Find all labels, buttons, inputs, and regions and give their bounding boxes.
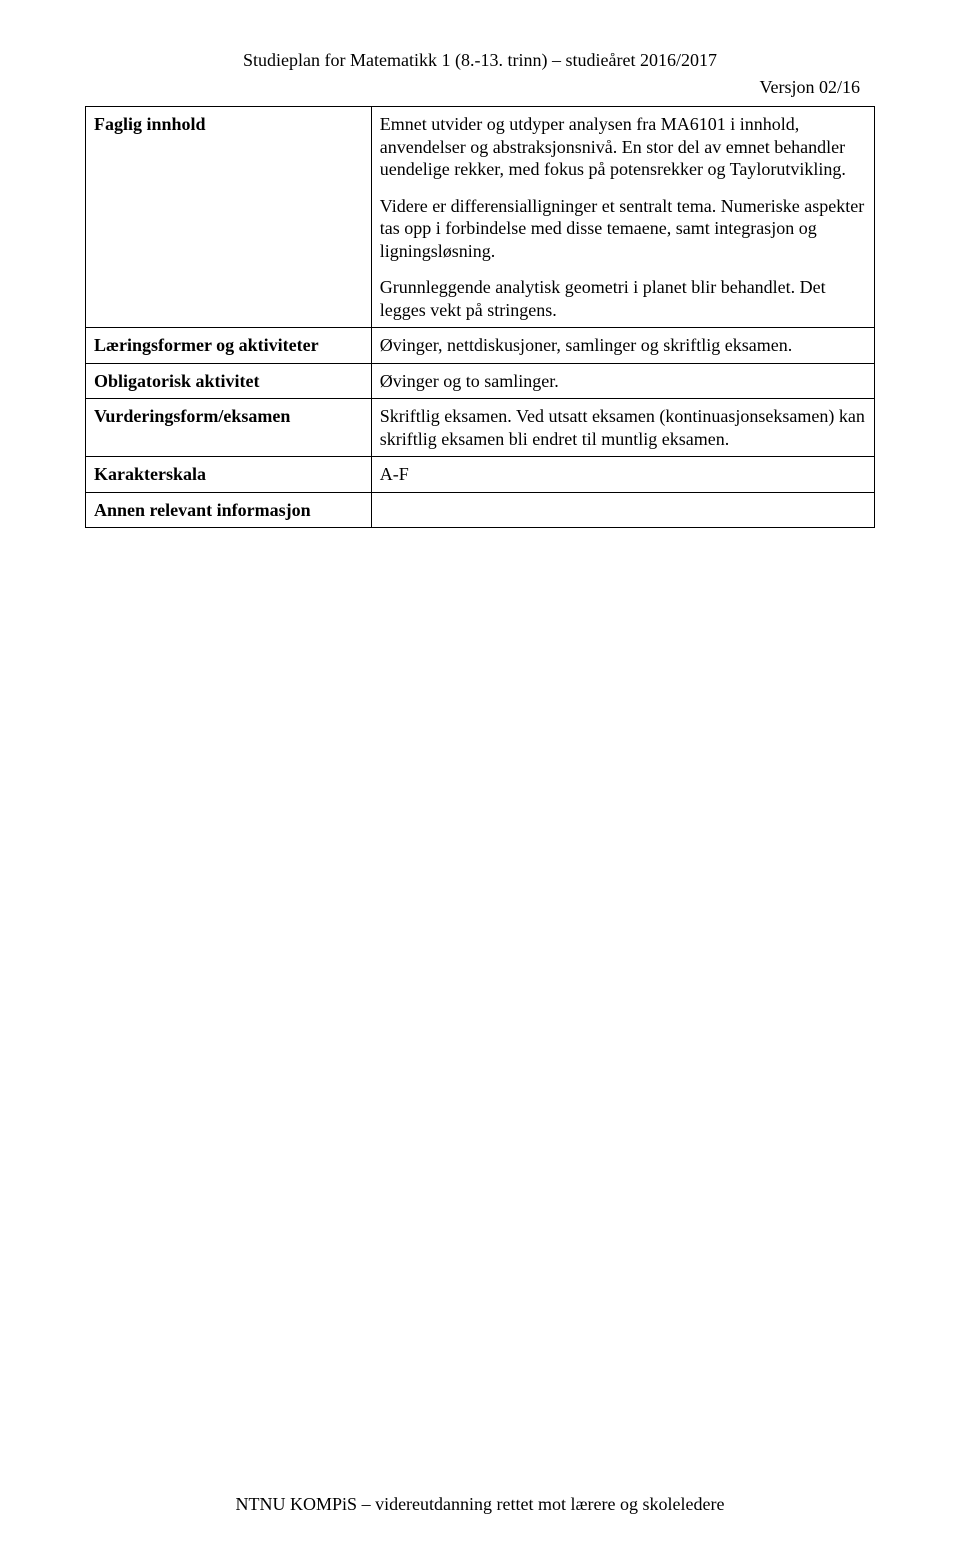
- content-table-body: Faglig innhold Emnet utvider og utdyper …: [86, 107, 875, 528]
- row-value: Øvinger og to samlinger.: [371, 363, 874, 399]
- row-label: Vurderingsform/eksamen: [86, 399, 372, 457]
- row-paragraph: Videre er differensialligninger et sentr…: [380, 195, 866, 263]
- row-value: Skriftlig eksamen. Ved utsatt eksamen (k…: [371, 399, 874, 457]
- row-value: Øvinger, nettdiskusjoner, samlinger og s…: [371, 328, 874, 364]
- page-footer: NTNU KOMPiS – videreutdanning rettet mot…: [0, 1494, 960, 1515]
- row-paragraph: Emnet utvider og utdyper analysen fra MA…: [380, 113, 866, 181]
- table-row: Faglig innhold Emnet utvider og utdyper …: [86, 107, 875, 328]
- row-label: Karakterskala: [86, 457, 372, 493]
- content-table: Faglig innhold Emnet utvider og utdyper …: [85, 106, 875, 528]
- row-label: Obligatorisk aktivitet: [86, 363, 372, 399]
- row-label: Læringsformer og aktiviteter: [86, 328, 372, 364]
- row-value: Emnet utvider og utdyper analysen fra MA…: [371, 107, 874, 328]
- row-paragraph: Øvinger og to samlinger.: [380, 370, 866, 393]
- row-value: [371, 492, 874, 528]
- table-row: Vurderingsform/eksamen Skriftlig eksamen…: [86, 399, 875, 457]
- table-row: Annen relevant informasjon: [86, 492, 875, 528]
- row-paragraph: Skriftlig eksamen. Ved utsatt eksamen (k…: [380, 405, 866, 450]
- row-paragraph: Øvinger, nettdiskusjoner, samlinger og s…: [380, 334, 866, 357]
- version-line: Versjon 02/16: [0, 71, 960, 98]
- table-row: Karakterskala A-F: [86, 457, 875, 493]
- row-value: A-F: [371, 457, 874, 493]
- row-paragraph: A-F: [380, 463, 866, 486]
- table-row: Obligatorisk aktivitet Øvinger og to sam…: [86, 363, 875, 399]
- page-header-title: Studieplan for Matematikk 1 (8.-13. trin…: [0, 0, 960, 71]
- row-label: Faglig innhold: [86, 107, 372, 328]
- row-label: Annen relevant informasjon: [86, 492, 372, 528]
- table-row: Læringsformer og aktiviteter Øvinger, ne…: [86, 328, 875, 364]
- row-paragraph: Grunnleggende analytisk geometri i plane…: [380, 276, 866, 321]
